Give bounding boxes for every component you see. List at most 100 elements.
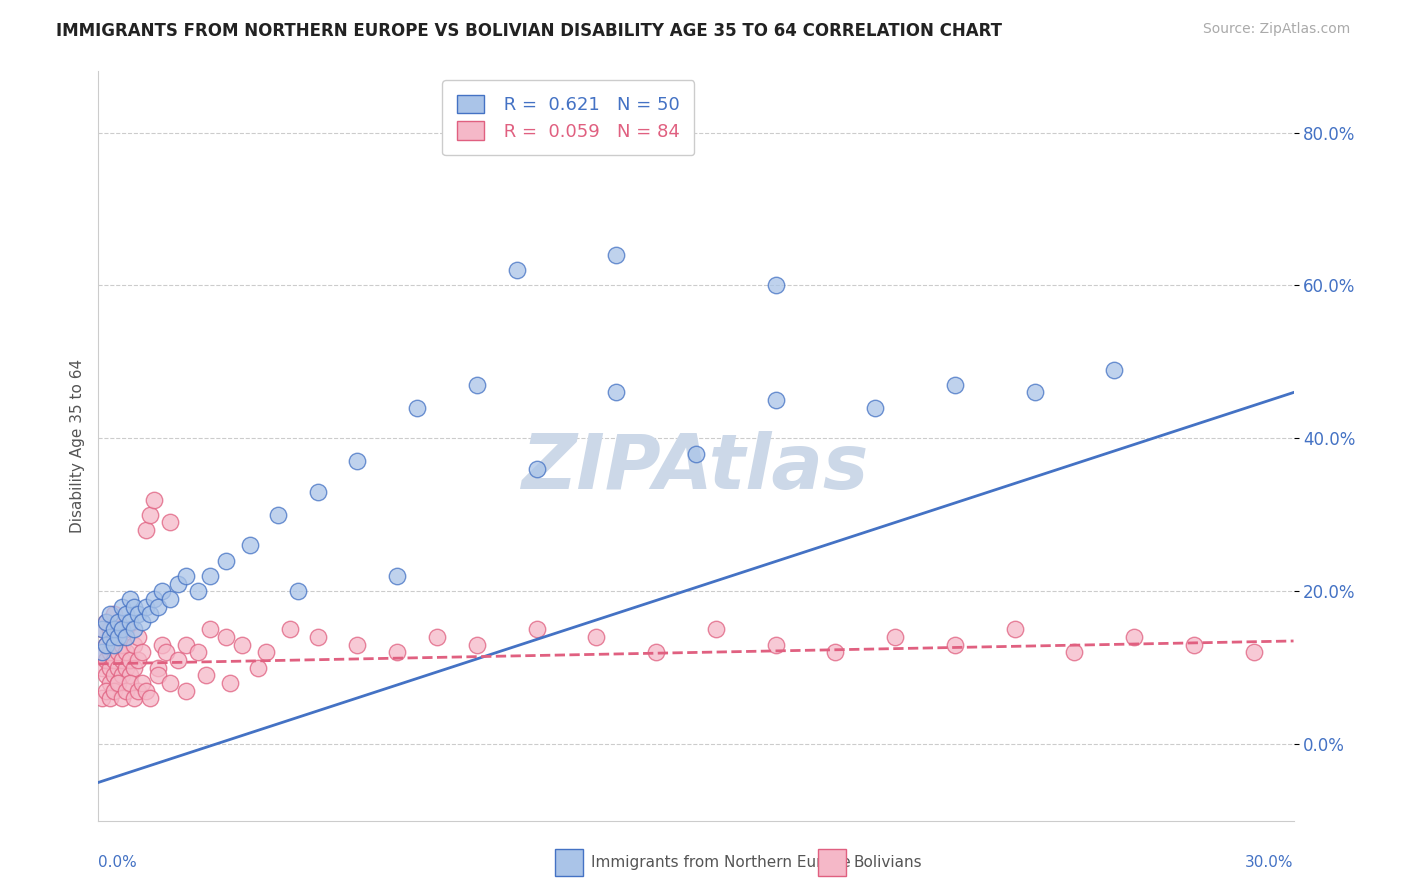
Point [198, 569, 221, 583]
Point [943, 638, 966, 652]
Point [346, 454, 368, 468]
Point [91, 661, 114, 675]
Point [91, 623, 114, 637]
Bar [555, 849, 583, 876]
Point [111, 599, 134, 614]
Point [267, 508, 290, 522]
Point [127, 607, 149, 622]
Point [98, 607, 122, 622]
Y-axis label: Disability Age 35 to 64: Disability Age 35 to 64 [69, 359, 84, 533]
Point [1243, 645, 1265, 659]
Point [115, 683, 138, 698]
Point [159, 516, 181, 530]
Point [824, 645, 846, 659]
Point [111, 668, 134, 682]
Text: IMMIGRANTS FROM NORTHERN EUROPE VS BOLIVIAN DISABILITY AGE 35 TO 64 CORRELATION : IMMIGRANTS FROM NORTHERN EUROPE VS BOLIV… [56, 22, 1002, 40]
Point [124, 638, 146, 652]
Point [346, 638, 368, 652]
Point [685, 447, 707, 461]
Point [195, 668, 218, 682]
Point [107, 630, 129, 644]
Point [139, 691, 162, 706]
Point [120, 653, 142, 667]
Bar [818, 849, 846, 876]
Point [131, 615, 153, 629]
Point [765, 278, 787, 293]
Point [91, 645, 114, 659]
Point [127, 630, 149, 644]
Point [215, 630, 238, 644]
Point [124, 661, 146, 675]
Text: Bolivians: Bolivians [853, 855, 922, 870]
Point [103, 607, 125, 622]
Text: 0.0%: 0.0% [98, 855, 138, 870]
Point [943, 377, 966, 392]
Legend:  R =  0.621   N = 50,  R =  0.059   N = 84: R = 0.621 N = 50, R = 0.059 N = 84 [441, 80, 695, 155]
Point [506, 263, 529, 277]
Point [150, 638, 173, 652]
Point [159, 676, 181, 690]
Point [124, 599, 146, 614]
Point [174, 638, 197, 652]
Point [115, 645, 138, 659]
Point [150, 584, 173, 599]
Point [135, 683, 157, 698]
Point [143, 492, 166, 507]
Point [103, 653, 125, 667]
Point [406, 401, 429, 415]
Text: 30.0%: 30.0% [1246, 855, 1294, 870]
Point [585, 630, 607, 644]
Point [219, 676, 242, 690]
Point [143, 591, 166, 606]
Point [1024, 385, 1046, 400]
Point [103, 630, 125, 644]
Point [1104, 362, 1126, 376]
Point [254, 645, 277, 659]
Point [107, 645, 129, 659]
Point [124, 691, 146, 706]
Point [426, 630, 449, 644]
Point [167, 653, 190, 667]
Point [91, 623, 114, 637]
Point [115, 661, 138, 675]
Point [465, 638, 488, 652]
Point [135, 599, 157, 614]
Point [1123, 630, 1146, 644]
Point [884, 630, 907, 644]
Point [107, 676, 129, 690]
Point [605, 248, 627, 262]
Point [174, 569, 197, 583]
Point [120, 615, 142, 629]
Point [103, 623, 125, 637]
Point [91, 691, 114, 706]
Point [127, 653, 149, 667]
Point [167, 576, 190, 591]
Point [107, 676, 129, 690]
Point [98, 630, 122, 644]
Point [98, 623, 122, 637]
Point [115, 623, 138, 637]
Point [111, 691, 134, 706]
Text: Source: ZipAtlas.com: Source: ZipAtlas.com [1202, 22, 1350, 37]
Point [187, 645, 209, 659]
Point [103, 683, 125, 698]
Point [98, 645, 122, 659]
Point [103, 668, 125, 682]
Point [865, 401, 887, 415]
Point [385, 645, 409, 659]
Point [96, 615, 118, 629]
Point [111, 653, 134, 667]
Text: ZIPAtlas: ZIPAtlas [522, 432, 870, 506]
Point [96, 653, 118, 667]
Point [98, 691, 122, 706]
Point [198, 623, 221, 637]
Point [107, 623, 129, 637]
Point [131, 676, 153, 690]
Point [307, 484, 329, 499]
Point [115, 607, 138, 622]
Point [96, 638, 118, 652]
Point [187, 584, 209, 599]
Point [115, 630, 138, 644]
Point [1182, 638, 1205, 652]
Point [1063, 645, 1085, 659]
